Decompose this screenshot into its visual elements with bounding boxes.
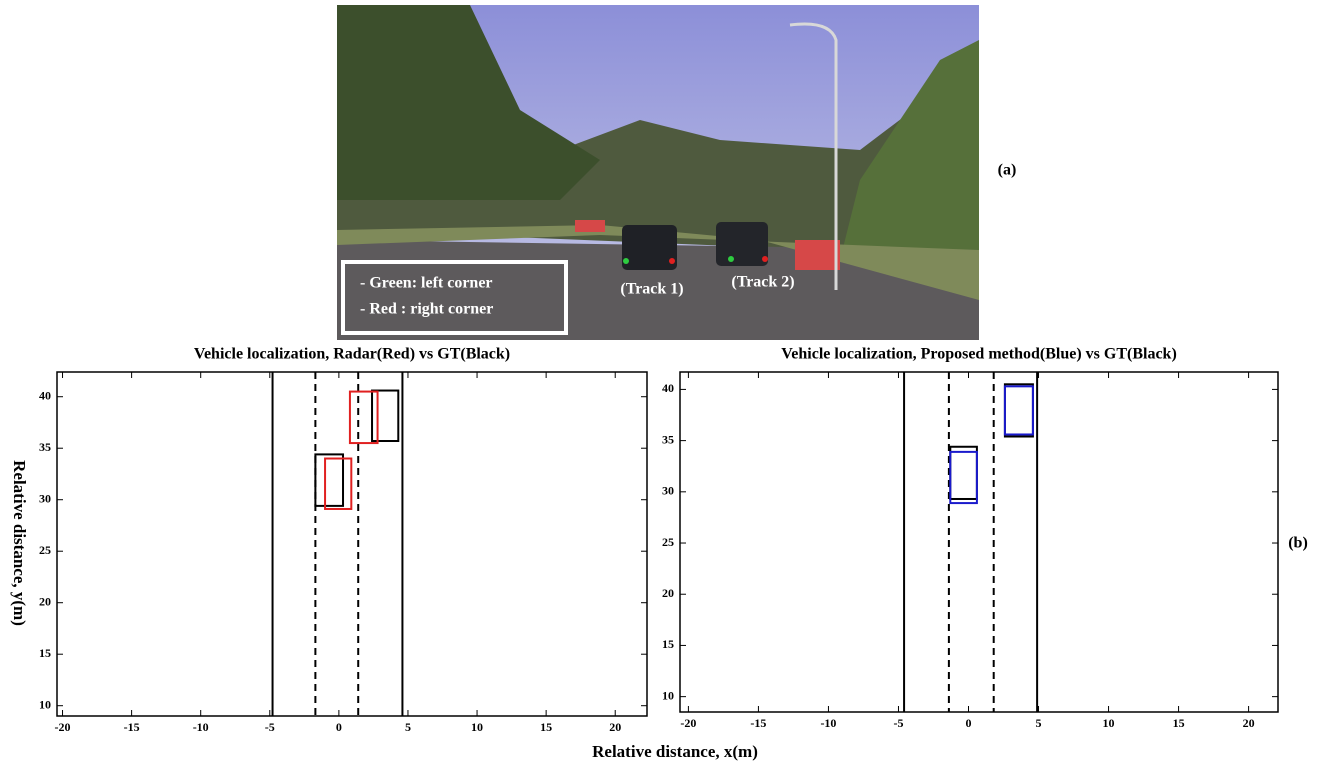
vehicle-box: [1005, 386, 1033, 434]
x-tick-label: -10: [193, 720, 209, 734]
y-tick-label: 25: [662, 535, 674, 549]
y-tick-label: 10: [39, 697, 51, 711]
x-tick-label: 20: [1243, 716, 1255, 730]
vehicle-box: [325, 459, 351, 509]
y-tick-label: 15: [662, 637, 674, 651]
y-tick-label: 35: [39, 440, 51, 454]
vehicle-box: [350, 392, 378, 443]
x-tick-label: 15: [1173, 716, 1185, 730]
track-label: (Track 1): [620, 281, 683, 298]
x-tick-label: 0: [965, 716, 971, 730]
x-tick-label: -10: [820, 716, 836, 730]
x-tick-label: -5: [893, 716, 903, 730]
panel-label: (a): [998, 162, 1017, 179]
x-tick-label: -15: [750, 716, 766, 730]
y-tick-label: 30: [39, 491, 51, 505]
photo: - Green: left corner - Red : right corne…: [337, 5, 979, 340]
x-tick-label: 5: [405, 720, 411, 734]
x-tick-label: -15: [124, 720, 140, 734]
vehicle-box: [950, 452, 977, 503]
y-axis-label: Relative distance, y(m): [10, 460, 29, 626]
y-tick-label: 15: [39, 646, 51, 660]
x-tick-label: -5: [265, 720, 275, 734]
chart-title: Vehicle localization, Radar(Red) vs GT(B…: [194, 346, 510, 363]
y-tick-label: 20: [39, 594, 51, 608]
x-tick-label: 10: [1103, 716, 1115, 730]
panel-label: (b): [1288, 535, 1308, 552]
x-tick-label: 15: [540, 720, 552, 734]
vehicle-box: [1005, 384, 1033, 436]
x-axis-label: Relative distance, x(m): [592, 742, 758, 761]
y-tick-label: 40: [662, 381, 674, 395]
y-tick-label: 40: [39, 388, 51, 402]
chart-title: Vehicle localization, Proposed method(Bl…: [781, 346, 1177, 363]
legend-text: - Red : right corner: [360, 301, 493, 318]
y-tick-label: 35: [662, 432, 674, 446]
vehicle-box: [950, 447, 977, 499]
vehicle-box: [315, 454, 343, 505]
y-tick-label: 10: [662, 688, 674, 702]
x-tick-label: -20: [680, 716, 696, 730]
y-tick-label: 25: [39, 543, 51, 557]
y-tick-label: 30: [662, 484, 674, 498]
plot-frame: [680, 372, 1278, 712]
x-tick-label: -20: [55, 720, 71, 734]
legend-text: - Green: left corner: [360, 275, 493, 292]
x-tick-label: 20: [609, 720, 621, 734]
plot-frame: [57, 372, 647, 716]
vehicle-box: [372, 391, 398, 441]
x-tick-label: 5: [1036, 716, 1042, 730]
y-tick-label: 20: [662, 586, 674, 600]
x-tick-label: 0: [336, 720, 342, 734]
track-label: (Track 2): [731, 274, 794, 291]
x-tick-label: 10: [471, 720, 483, 734]
figure: - Green: left corner - Red : right corne…: [0, 0, 1327, 766]
